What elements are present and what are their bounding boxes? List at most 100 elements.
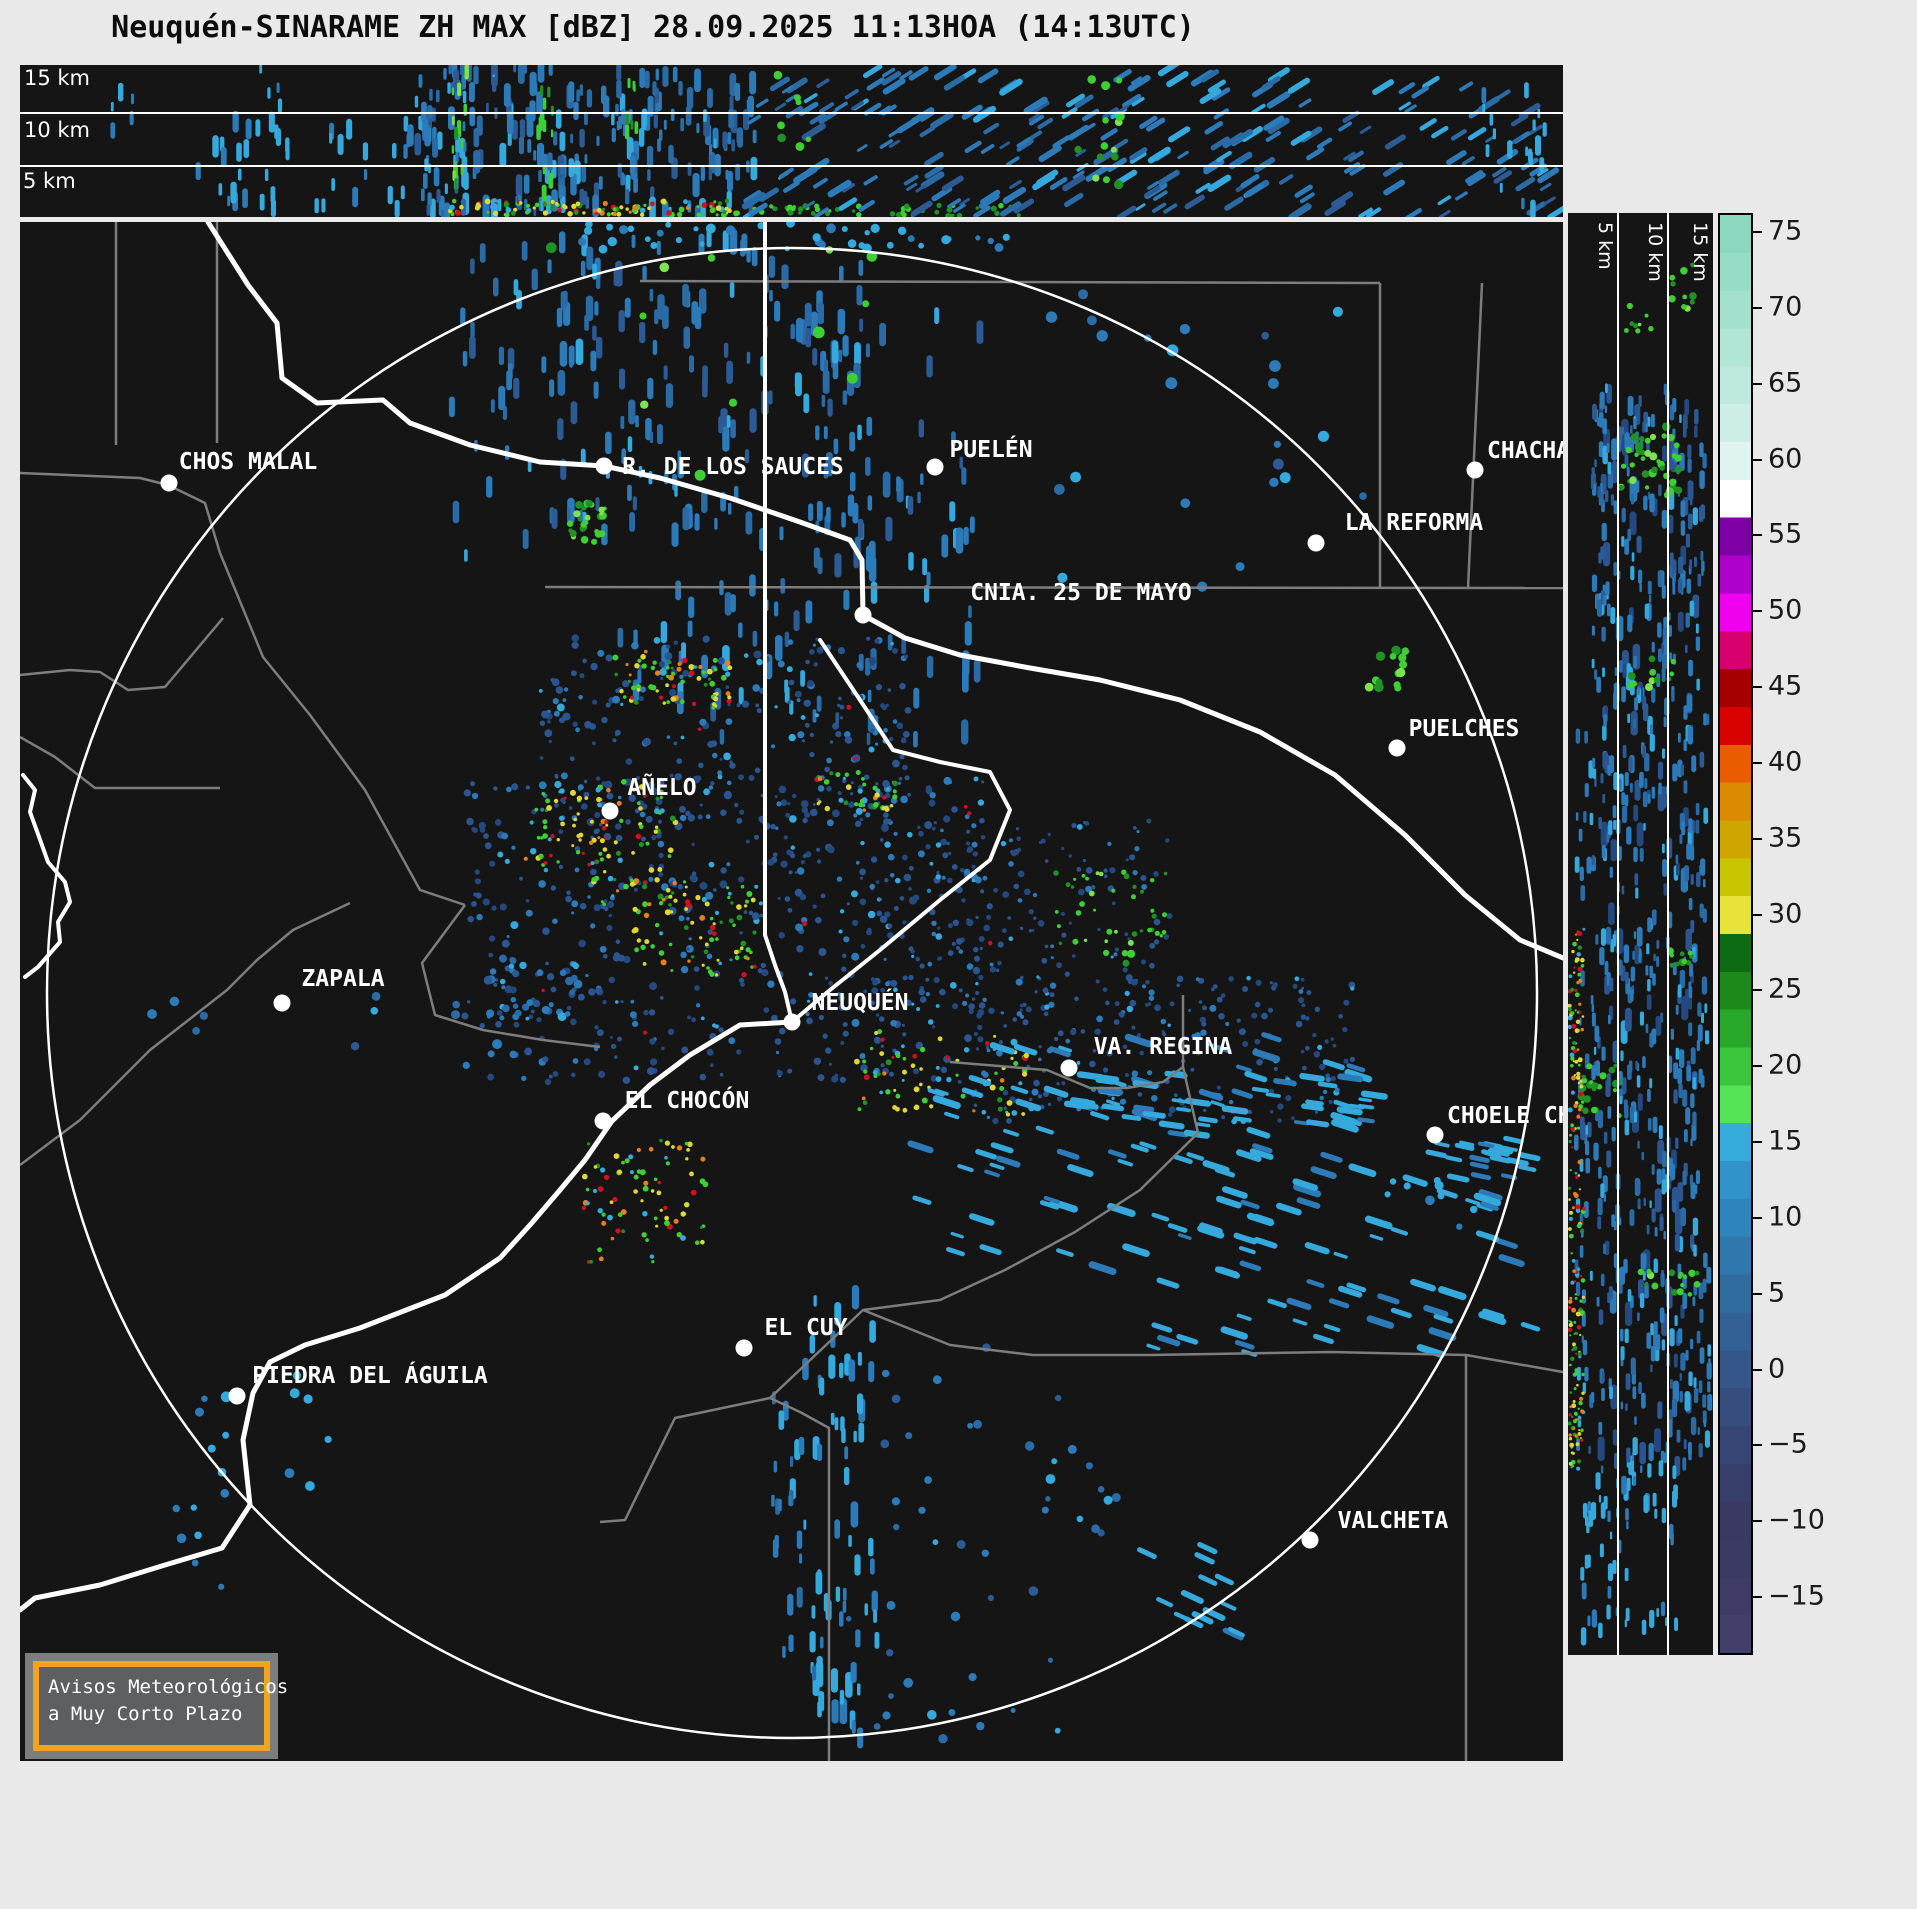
radar-echo [541,1005,550,1015]
radar-range-ring [45,246,1539,1740]
radar-echo [885,703,889,707]
radar-echo [1511,135,1523,145]
radar-echo [1685,928,1692,952]
radar-echo [1094,1028,1101,1035]
radar-echo [1357,1103,1375,1110]
radar-echo [722,230,729,252]
city-dot [160,474,178,492]
radar-echo [1633,931,1637,939]
radar-echo [649,982,658,991]
radar-echo [884,878,889,883]
radar-echo [850,792,854,796]
radar-echo [598,244,608,254]
radar-echo [715,205,722,212]
radar-echo [687,620,693,638]
radar-echo [521,240,528,261]
radar-echo [1654,1508,1658,1519]
radar-echo [1125,974,1133,982]
radar-echo [1518,102,1541,119]
radar-echo [896,722,904,730]
radar-echo [1581,1074,1586,1079]
radar-echo [1639,1011,1644,1026]
radar-echo [1581,1391,1585,1396]
radar-echo [1680,1207,1686,1227]
radar-echo [1620,463,1627,469]
radar-echo [701,963,705,967]
radar-echo [1343,999,1350,1006]
radar-echo [944,1055,950,1061]
radar-echo [943,75,965,91]
radar-echo [1301,986,1305,990]
radar-echo [1595,1060,1600,1076]
radar-echo [1186,1152,1205,1161]
radar-echo [695,894,701,901]
radar-echo [784,679,789,694]
radar-echo [1570,987,1575,992]
radar-echo [803,811,811,819]
radar-echo [598,176,603,190]
radar-echo [494,978,499,982]
province-border [769,1396,831,1761]
radar-echo [270,199,276,217]
radar-echo [1641,1151,1644,1161]
radar-echo [601,825,607,831]
radar-echo [1253,1213,1274,1224]
radar-echo [1165,377,1178,390]
radar-echo [450,212,455,217]
radar-echo [557,208,562,213]
radar-echo [689,874,697,882]
radar-echo [1212,1044,1232,1054]
radar-echo [1503,1135,1524,1145]
radar-echo [1611,1214,1615,1228]
radar-echo [1268,378,1279,389]
radar-echo [1199,1222,1223,1235]
radar-echo [788,1495,792,1506]
radar-echo [1072,170,1085,180]
avisos-box[interactable]: Avisos Meteorológicos a Muy Corto Plazo [25,1653,288,1759]
radar-echo [658,661,665,668]
radar-echo [1600,1183,1605,1198]
radar-echo [989,1162,1005,1171]
radar-echo [1576,1366,1581,1381]
radar-echo [816,847,821,852]
radar-echo [1151,1212,1170,1222]
radar-echo [1316,137,1333,149]
radar-echo [883,812,889,818]
radar-echo [917,491,921,504]
radar-echo [1646,994,1652,1010]
radar-echo [639,67,646,88]
radar-echo [1689,299,1695,305]
radar-echo [608,976,615,984]
radar-echo [913,1068,919,1075]
radar-echo [639,212,645,217]
radar-echo [1649,433,1657,441]
radar-echo [918,988,925,996]
radar-echo [1222,132,1245,149]
radar-echo [1198,1000,1203,1004]
radar-echo [1657,622,1662,638]
radar-echo [1577,1160,1582,1165]
radar-echo [823,779,830,785]
radar-echo [584,796,589,800]
radar-echo [884,911,891,918]
radar-echo [725,691,731,696]
radar-echo [1214,1573,1234,1586]
radar-echo [1028,113,1040,122]
radar-echo [1634,1177,1641,1196]
radar-echo [683,326,690,349]
radar-echo [1382,162,1404,177]
radar-echo [1638,569,1643,584]
radar-echo [774,1534,779,1550]
radar-echo [1600,1465,1604,1474]
radar-echo [1633,804,1639,822]
radar-echo [790,845,795,850]
radar-echo [1581,1015,1585,1018]
radar-echo [899,754,905,760]
radar-echo [598,1070,606,1078]
radar-echo [972,966,981,975]
radar-echo [1518,1164,1537,1173]
radar-echo [967,1422,973,1429]
radar-echo [588,840,594,845]
radar-echo [727,703,731,707]
radar-echo [842,335,849,357]
